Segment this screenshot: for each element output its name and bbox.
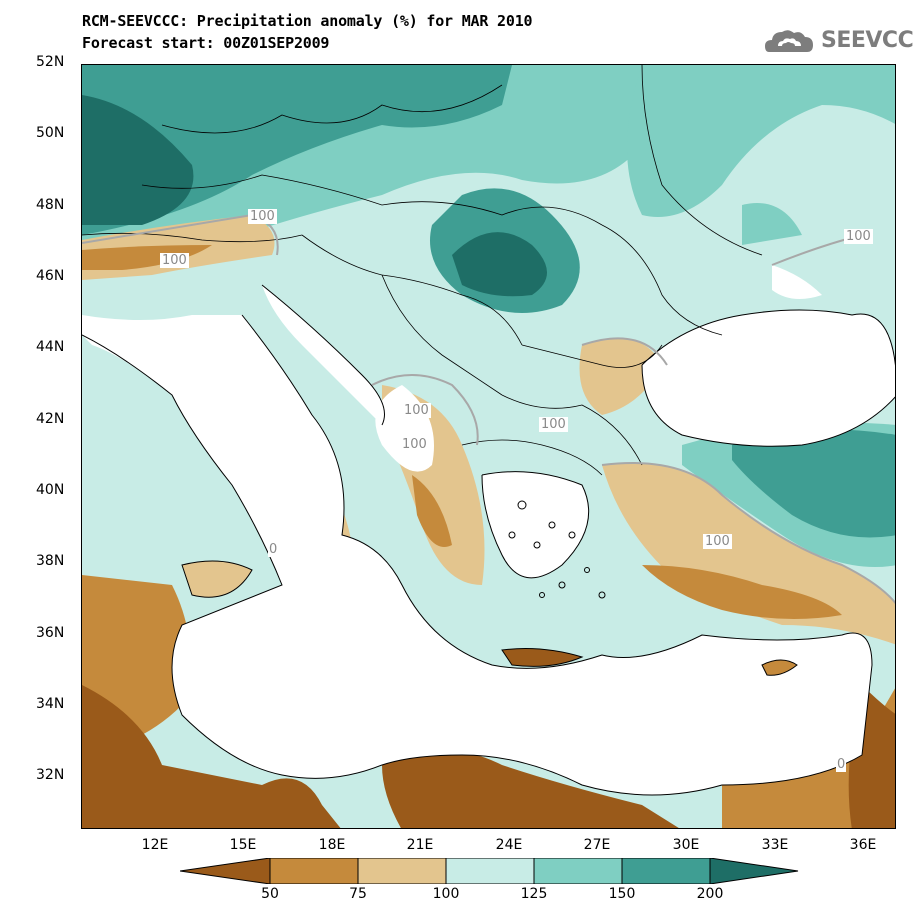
anomaly-field xyxy=(82,65,895,828)
coastlines xyxy=(82,284,895,796)
chart-title: RCM-SEEVCCC: Precipitation anomaly (%) f… xyxy=(82,12,533,30)
contour-label: 100 xyxy=(248,209,277,224)
cyprus-island xyxy=(762,660,797,676)
extreme-wet-zone-germany xyxy=(82,95,194,225)
lat-label: 46N xyxy=(36,268,65,284)
dry-greece xyxy=(412,475,452,547)
lon-label: 24E xyxy=(495,837,523,853)
very-wet-zone-anatolia xyxy=(732,429,895,538)
dry-alps xyxy=(82,245,212,270)
lat-label: 48N xyxy=(36,197,65,213)
black-sea xyxy=(642,310,895,447)
lat-label: 32N xyxy=(36,767,65,783)
extreme-wet-zone-pannonian xyxy=(452,232,547,297)
azov-sea xyxy=(772,265,822,299)
lon-label: 21E xyxy=(406,837,434,853)
contour-label: 0 xyxy=(836,757,847,772)
lon-label: 36E xyxy=(849,837,877,853)
logo-text: SEEVCCC xyxy=(821,28,913,53)
lon-label: 30E xyxy=(672,837,700,853)
wet-zone-ukraine xyxy=(742,203,802,245)
colorbar-segment-75-100 xyxy=(357,858,447,884)
colorbar-segment-50-75 xyxy=(269,858,359,884)
contour-label: 100 xyxy=(703,534,732,549)
precipitation-map: 100 100 100 100 100 100 100 0 0 xyxy=(81,64,896,829)
very-dry-libya-east xyxy=(382,750,679,828)
colorbar-label: 150 xyxy=(608,886,636,902)
aegean-sea xyxy=(482,471,589,578)
colorbar-segment-150-200 xyxy=(621,858,711,884)
wet-zone-northeast xyxy=(627,65,895,217)
colorbar-label: 100 xyxy=(432,886,460,902)
slightly-dry-southern-turkey xyxy=(602,463,895,645)
forecast-start-label: Forecast start: 00Z01SEP2009 xyxy=(82,34,330,52)
lon-label: 12E xyxy=(141,837,169,853)
adriatic-sea xyxy=(262,285,385,425)
mediterranean-sea xyxy=(82,315,872,795)
lon-label: 18E xyxy=(318,837,346,853)
lat-label: 36N xyxy=(36,625,65,641)
colorbar-label: 200 xyxy=(696,886,724,902)
contour-label: 100 xyxy=(160,253,189,268)
lat-label: 40N xyxy=(36,482,65,498)
very-dry-libya-west xyxy=(82,685,341,828)
contour-100-lines xyxy=(82,213,895,605)
lat-label: 42N xyxy=(36,411,65,427)
contour-label: 100 xyxy=(400,437,429,452)
lat-label: 44N xyxy=(36,339,65,355)
very-wet-zone-north xyxy=(82,65,512,235)
dry-southern-turkey xyxy=(642,565,842,619)
colorbar-label: 75 xyxy=(349,886,367,902)
colorbar-label: 125 xyxy=(520,886,548,902)
lat-label: 50N xyxy=(36,125,65,141)
lat-label: 52N xyxy=(36,54,65,70)
contour-label: 100 xyxy=(402,403,431,418)
colorbar-label: 50 xyxy=(261,886,279,902)
lon-label: 33E xyxy=(761,837,789,853)
contour-label: 100 xyxy=(539,417,568,432)
slightly-dry-bulgaria xyxy=(579,338,662,415)
cloud-icon xyxy=(765,30,813,52)
lon-label: 15E xyxy=(229,837,257,853)
colorbar-segment-below-50 xyxy=(180,858,271,884)
colorbar-segment-125-150 xyxy=(533,858,623,884)
contour-label: 0 xyxy=(268,542,279,557)
contour-label: 100 xyxy=(844,229,873,244)
country-borders xyxy=(82,65,763,476)
seevccc-logo: SEEVCCC xyxy=(763,24,913,58)
sicily-island xyxy=(182,561,252,598)
colorbar-segment-above-200 xyxy=(709,858,799,884)
colorbar xyxy=(180,858,799,884)
colorbar-segment-100-125 xyxy=(445,858,535,884)
crete-island xyxy=(502,648,582,667)
lat-label: 38N xyxy=(36,553,65,569)
lon-label: 27E xyxy=(583,837,611,853)
lat-label: 34N xyxy=(36,696,65,712)
